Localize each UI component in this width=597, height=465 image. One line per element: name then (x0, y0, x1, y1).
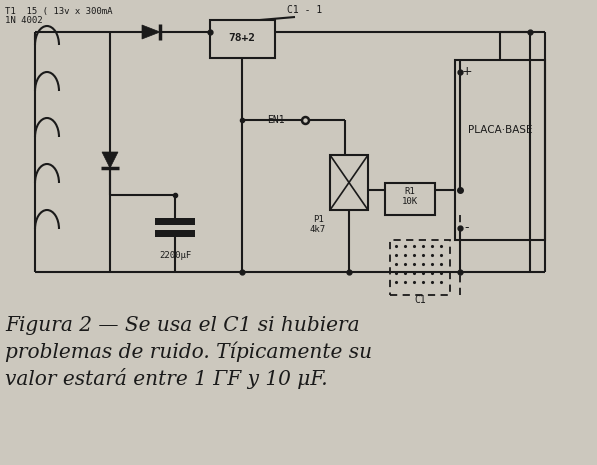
Bar (385, 183, 435, 215)
Bar (155, 230, 195, 237)
Text: Figura 2 — Se usa el C1 si hubiera: Figura 2 — Se usa el C1 si hubiera (5, 316, 359, 335)
Text: +: + (461, 66, 472, 79)
Text: problemas de ruido. Típicamente su: problemas de ruido. Típicamente su (5, 342, 372, 363)
Bar (390, 240, 450, 295)
Bar (155, 218, 195, 225)
Text: C1 - 1: C1 - 1 (287, 5, 322, 15)
Polygon shape (102, 152, 118, 168)
Text: R1: R1 (405, 187, 416, 197)
Text: C1: C1 (414, 295, 426, 305)
Bar (330, 155, 368, 210)
Text: P1: P1 (313, 215, 324, 225)
Text: PLACA·BASE: PLACA·BASE (468, 125, 533, 135)
Text: 78+2: 78+2 (229, 33, 256, 43)
Text: valor estará entre 1 ΓF y 10 μF.: valor estará entre 1 ΓF y 10 μF. (5, 368, 328, 389)
Bar (210, 20, 275, 58)
Text: -: - (464, 221, 469, 234)
Bar (455, 60, 545, 240)
Text: EN1: EN1 (267, 115, 285, 125)
Text: 1N 4002: 1N 4002 (5, 16, 42, 26)
Text: 2200μF: 2200μF (159, 251, 191, 259)
Text: T1  15 ( 13v x 300mA: T1 15 ( 13v x 300mA (5, 7, 112, 16)
Polygon shape (142, 25, 160, 39)
Text: 4k7: 4k7 (310, 225, 326, 233)
Text: 10K: 10K (402, 198, 418, 206)
